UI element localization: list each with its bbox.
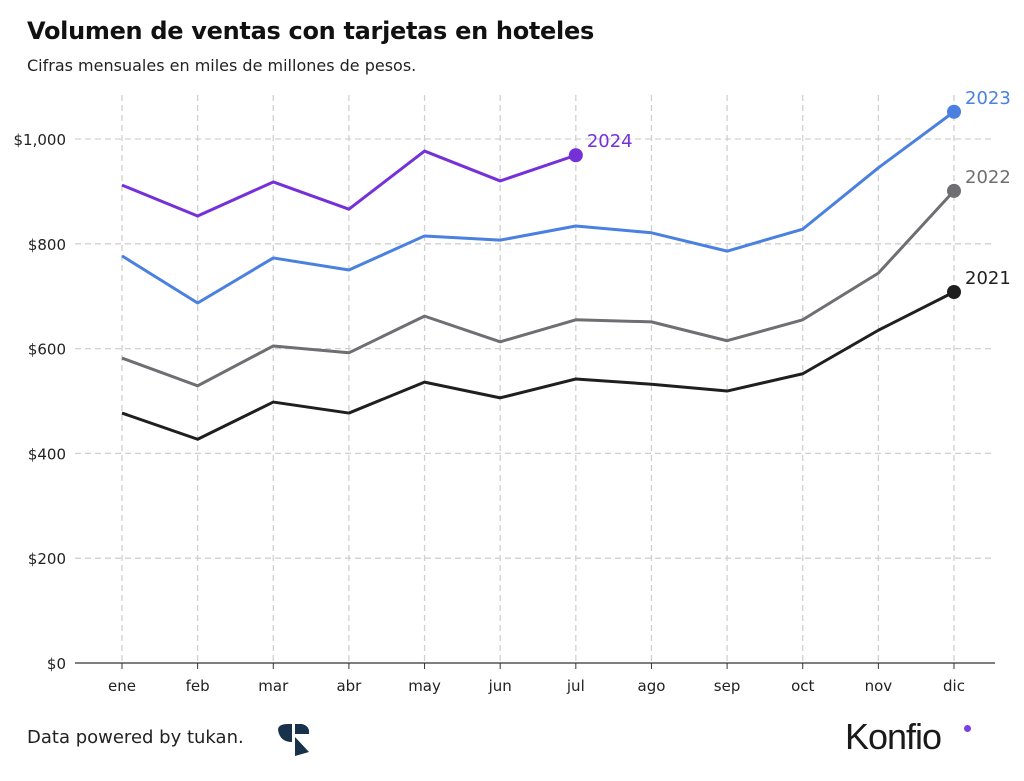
y-tick-label: $0 xyxy=(47,655,66,673)
series-end-marker-2022 xyxy=(947,183,961,198)
series-line-2021 xyxy=(121,290,955,441)
x-tick-label: jun xyxy=(488,677,512,695)
series-line-2023 xyxy=(121,110,955,305)
y-tick-label: $1,000 xyxy=(14,131,67,149)
series-line-2024 xyxy=(121,149,577,218)
y-tick-label: $400 xyxy=(28,445,66,463)
series-label-2021: 2021 xyxy=(965,268,1011,289)
x-tick-label: sep xyxy=(714,677,741,695)
chart-subtitle: Cifras mensuales en miles de millones de… xyxy=(27,56,417,75)
x-tick-label: mar xyxy=(258,677,289,695)
x-tick-label: dic xyxy=(943,677,965,695)
x-tick-label: ene xyxy=(108,677,136,695)
konfio-logo: Konfio xyxy=(845,716,942,757)
series-end-marker-2021 xyxy=(947,285,961,300)
x-tick-label: ago xyxy=(638,677,666,695)
konfio-logo-dot xyxy=(964,725,971,732)
y-tick-label: $600 xyxy=(28,341,66,359)
x-tick-label: feb xyxy=(186,677,210,695)
x-tick-label: abr xyxy=(336,677,362,695)
series-label-2024: 2024 xyxy=(587,131,633,152)
series-end-marker-2024 xyxy=(568,148,583,163)
tukan-logo-icon xyxy=(278,724,310,756)
series-end-marker-2023 xyxy=(947,104,961,119)
y-tick-label: $200 xyxy=(28,550,66,568)
series-label-2022: 2022 xyxy=(965,167,1011,188)
source-credit: Data powered by tukan. xyxy=(27,727,244,748)
series-line-2022 xyxy=(121,189,956,388)
chart-title: Volumen de ventas con tarjetas en hotele… xyxy=(27,17,594,45)
series-label-2023: 2023 xyxy=(965,88,1011,109)
y-tick-label: $800 xyxy=(28,236,66,254)
x-tick-label: oct xyxy=(791,677,814,695)
x-tick-label: nov xyxy=(865,677,893,695)
x-tick-label: jul xyxy=(566,677,585,695)
x-tick-label: may xyxy=(408,677,441,695)
